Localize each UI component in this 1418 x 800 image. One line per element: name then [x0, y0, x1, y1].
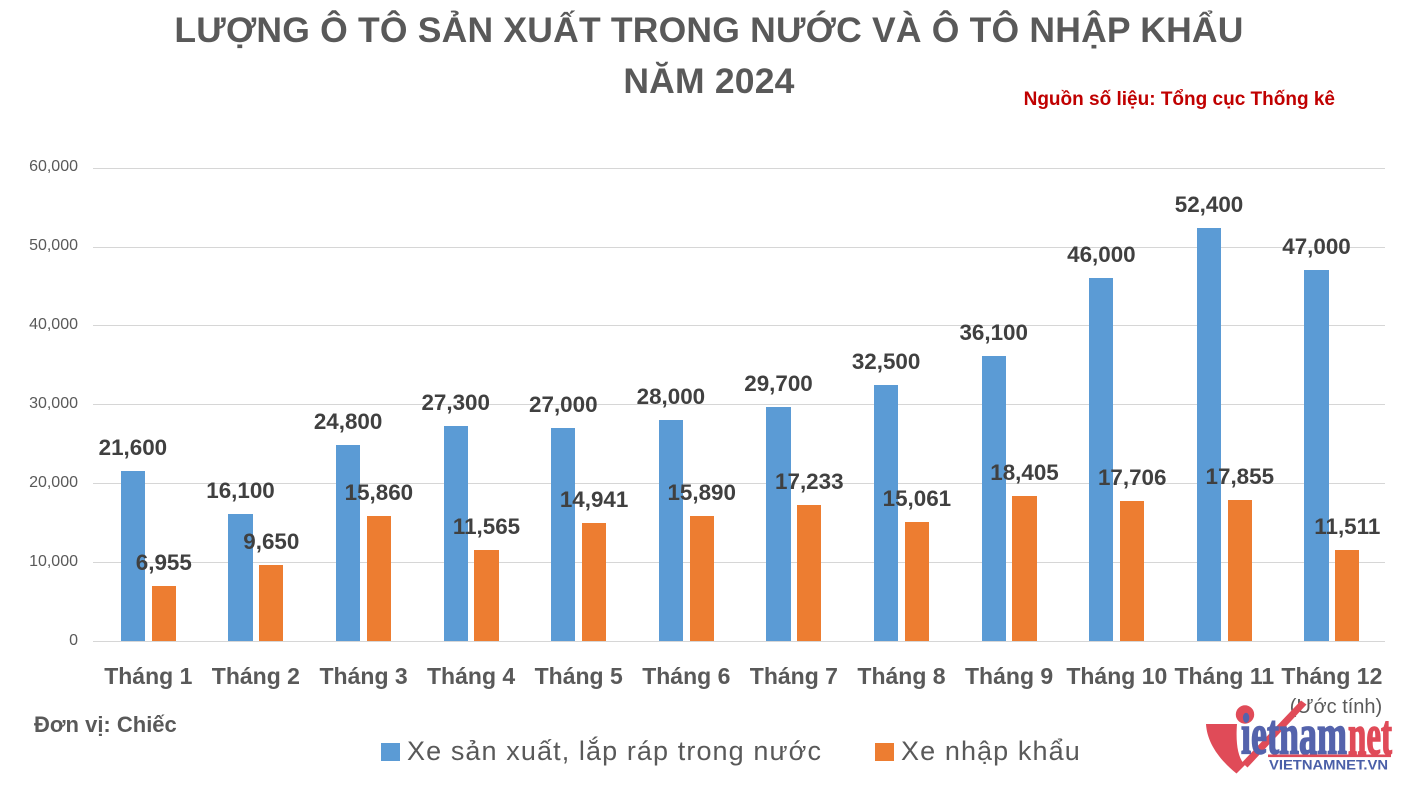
svg-text:VIETNAMNET.VN: VIETNAMNET.VN [1269, 758, 1388, 773]
